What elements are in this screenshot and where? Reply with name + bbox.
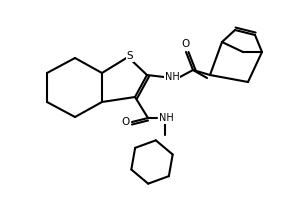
Text: O: O (121, 117, 129, 127)
Text: S: S (127, 51, 133, 61)
Text: NH: NH (159, 113, 173, 123)
Text: NH: NH (165, 72, 179, 82)
Text: O: O (182, 39, 190, 49)
